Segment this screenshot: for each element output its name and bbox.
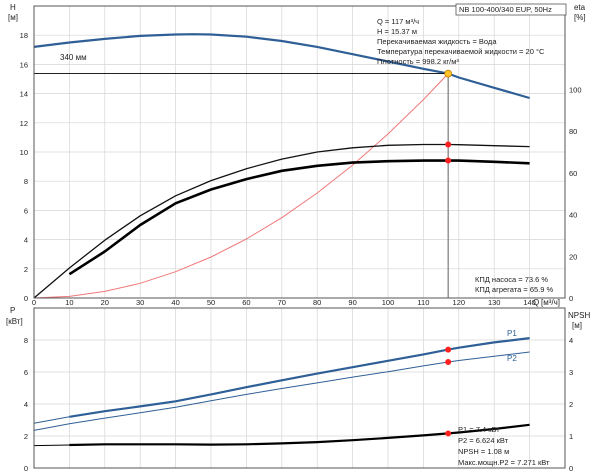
y-right-tick-label: 0	[569, 464, 573, 473]
y-left-tick-label: 6	[24, 368, 28, 377]
y-right-tick-label: 1	[569, 432, 573, 441]
top-right-axis-unit: [%]	[574, 13, 586, 22]
info-line: Плотность = 998.2 кг/м³	[377, 57, 459, 66]
x-tick-label: 10	[65, 298, 73, 307]
y-left-tick-label: 4	[24, 400, 28, 409]
y-left-tick-label: 2	[24, 265, 28, 274]
operating-point-marker	[445, 141, 452, 148]
series-line-eta_pump	[33, 143, 530, 299]
x-axis-label: Q	[533, 298, 539, 307]
chart-title: NB 100-400/340 EUP, 50Hz	[459, 5, 552, 14]
series-line-NPSH_ext	[33, 444, 70, 447]
x-tick-label: 0	[32, 298, 36, 307]
info-line: H = 15.37 м	[377, 27, 417, 36]
p2-series-label: P2	[507, 354, 517, 363]
info-line: Макс.мощн.P2 = 7.271 кВт	[458, 458, 550, 467]
y-right-tick-label: 0	[569, 294, 573, 303]
info-line: P2 = 6.624 кВт	[458, 436, 509, 445]
y-left-tick-label: 8	[24, 336, 28, 345]
y-right-tick-label: 80	[569, 127, 577, 136]
operating-point-markers	[444, 69, 453, 437]
y-left-tick-label: 2	[24, 432, 28, 441]
top-chart-grid	[33, 6, 565, 299]
info-line: P1 = 7.4 кВт	[458, 425, 500, 434]
series-line-system	[33, 73, 449, 299]
y-right-tick-label: 4	[569, 336, 573, 345]
x-tick-label: 40	[171, 298, 179, 307]
info-line: Температура перекачиваемой жидкости = 20…	[377, 47, 545, 56]
top-left-axis-label: H	[10, 3, 16, 12]
x-tick-label: 80	[313, 298, 321, 307]
x-tick-label: 30	[136, 298, 144, 307]
info-line: Перекачиваемая жидкость = Вода	[377, 37, 497, 46]
series-line-P1	[69, 337, 530, 418]
y-right-tick-label: 60	[569, 169, 577, 178]
top-right-axis-label: eta	[574, 3, 586, 12]
x-tick-label: 120	[453, 298, 466, 307]
y-left-tick-label: 16	[20, 60, 28, 69]
y-left-tick-label: 18	[20, 31, 28, 40]
bottom-chart-frame	[33, 307, 566, 469]
y-left-tick-label: 6	[24, 206, 28, 215]
y-left-tick-label: 0	[24, 464, 28, 473]
operating-point-marker	[445, 157, 452, 164]
bottom-right-axis-label: NPSH	[568, 311, 590, 320]
top-left-axis-unit: [м]	[8, 13, 18, 22]
y-right-tick-label: 40	[569, 211, 577, 220]
x-axis-unit: [м³/ч]	[541, 298, 560, 307]
operating-point-marker	[445, 430, 452, 437]
y-left-tick-label: 10	[20, 148, 28, 157]
operating-point-info: Q = 117 м³/ч H = 15.37 м Перекачиваемая …	[377, 17, 545, 66]
operating-point-marker	[444, 69, 453, 78]
impeller-diameter-label: 340 мм	[60, 53, 87, 62]
x-tick-label: 90	[348, 298, 356, 307]
x-tick-label: 130	[488, 298, 501, 307]
x-tick-label: 100	[382, 298, 395, 307]
power-info: P1 = 7.4 кВт P2 = 6.624 кВт NPSH = 1.08 …	[458, 425, 550, 467]
y-left-tick-label: 14	[20, 90, 28, 99]
bottom-right-axis-unit: [м]	[572, 321, 582, 330]
y-left-tick-label: 12	[20, 119, 28, 128]
series-line-P2	[33, 351, 530, 431]
x-tick-label: 140	[523, 298, 536, 307]
x-tick-label: 110	[417, 298, 429, 307]
series-line-P1_ext	[33, 416, 70, 424]
operating-point-marker	[445, 359, 452, 366]
y-right-tick-label: 20	[569, 252, 577, 261]
y-left-tick-label: 4	[24, 236, 28, 245]
y-left-tick-label: 0	[24, 294, 28, 303]
y-right-tick-label: 100	[569, 85, 582, 94]
p1-series-label: P1	[507, 329, 517, 338]
bottom-left-axis-unit: [кВт]	[6, 317, 23, 326]
title-box	[455, 3, 567, 16]
unit-efficiency-label: КПД агрегата = 65.9 %	[475, 285, 553, 294]
y-left-tick-label: 8	[24, 177, 28, 186]
bottom-left-axis-label: P	[10, 306, 15, 315]
y-right-tick-label: 2	[569, 400, 573, 409]
pump-efficiency-label: КПД насоса = 73.6 %	[475, 275, 548, 284]
info-line: NPSH = 1.08 м	[458, 447, 509, 456]
series-line-NPSH	[69, 423, 530, 447]
info-line: Q = 117 м³/ч	[377, 17, 419, 26]
axis-ticks: 0 10 20 30 40 50 60 70 80 90 100 110 120 130 140024681…	[20, 31, 582, 473]
operating-point-marker	[445, 346, 452, 353]
series-line-eta_unit	[68, 159, 530, 276]
y-right-tick-label: 3	[569, 368, 573, 377]
top-chart-frame	[33, 5, 566, 299]
x-tick-label: 60	[242, 298, 250, 307]
x-tick-label: 50	[207, 298, 215, 307]
bottom-chart-series	[33, 337, 530, 447]
x-tick-label: 20	[101, 298, 109, 307]
x-tick-label: 70	[278, 298, 286, 307]
